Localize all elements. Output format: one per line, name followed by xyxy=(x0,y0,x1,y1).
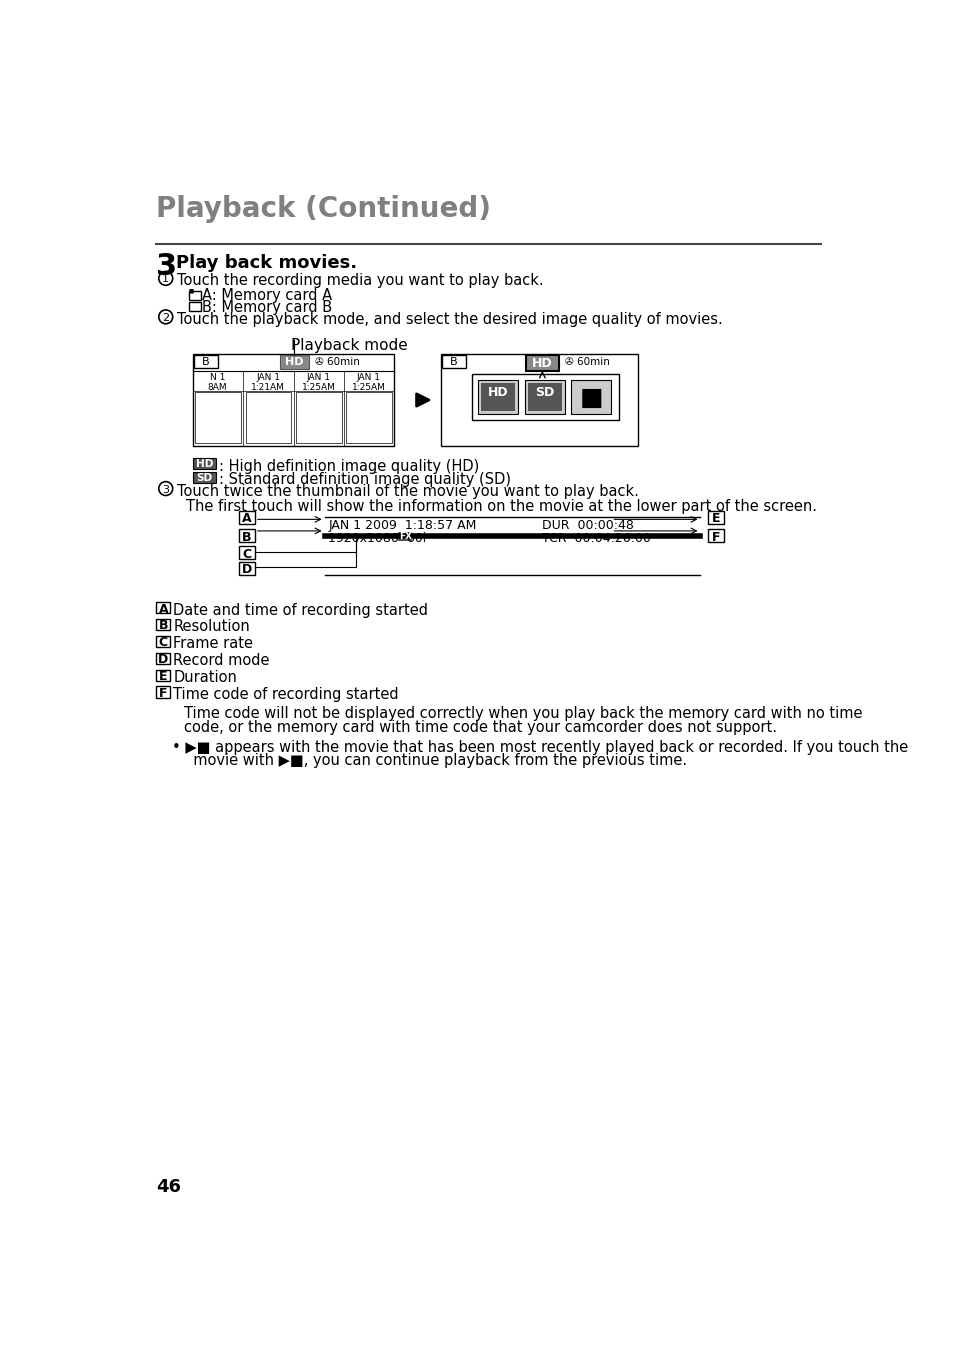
Text: B: B xyxy=(158,619,168,632)
Text: : Standard definition image quality (SD): : Standard definition image quality (SD) xyxy=(219,472,511,487)
Text: F: F xyxy=(159,687,168,700)
Text: 3: 3 xyxy=(162,484,169,495)
Text: D: D xyxy=(242,563,252,577)
Text: E: E xyxy=(711,513,720,525)
Text: A: A xyxy=(242,513,252,525)
Bar xyxy=(525,356,558,370)
Text: Time code will not be displayed correctly when you play back the memory card wit: Time code will not be displayed correctl… xyxy=(184,707,862,722)
Text: SD: SD xyxy=(535,387,554,399)
Text: A: Memory card A: A: Memory card A xyxy=(202,288,332,304)
Bar xyxy=(279,356,309,369)
Text: Touch twice the thumbnail of the movie you want to play back.: Touch twice the thumbnail of the movie y… xyxy=(176,484,638,499)
Text: FX: FX xyxy=(398,532,412,541)
Text: TCR  00:04:26:00: TCR 00:04:26:00 xyxy=(541,532,650,544)
Text: D: D xyxy=(158,653,169,666)
Bar xyxy=(193,472,216,483)
Bar xyxy=(707,529,723,543)
Text: 2: 2 xyxy=(162,313,169,323)
Text: A: A xyxy=(158,603,168,616)
Text: HD: HD xyxy=(532,357,552,370)
Text: ■: ■ xyxy=(578,387,602,410)
Text: 1920x1080  60i: 1920x1080 60i xyxy=(328,532,426,544)
Text: ✇ 60min: ✇ 60min xyxy=(315,357,360,366)
Text: F: F xyxy=(711,531,720,544)
Text: The first touch will show the information on the movie at the lower part of the : The first touch will show the informatio… xyxy=(186,498,816,513)
Bar xyxy=(189,303,200,312)
Text: Play back movies.: Play back movies. xyxy=(175,255,356,273)
Bar xyxy=(245,392,291,444)
Bar xyxy=(239,529,254,543)
Bar xyxy=(195,392,241,444)
Text: B: B xyxy=(202,357,210,366)
Text: B: Memory card B: B: Memory card B xyxy=(202,300,332,315)
Bar xyxy=(239,562,254,575)
Text: N 1
8AM: N 1 8AM xyxy=(208,373,227,392)
Bar xyxy=(156,669,171,681)
Text: • ▶■ appears with the movie that has been most recently played back or recorded.: • ▶■ appears with the movie that has bee… xyxy=(172,741,907,756)
Text: 46: 46 xyxy=(156,1178,181,1196)
Text: Touch the playback mode, and select the desired image quality of movies.: Touch the playback mode, and select the … xyxy=(176,312,721,327)
Bar xyxy=(295,392,341,444)
Text: HD: HD xyxy=(285,357,303,366)
Text: Record mode: Record mode xyxy=(173,653,270,669)
Text: Frame rate: Frame rate xyxy=(173,636,253,651)
Text: JAN 1
1:21AM: JAN 1 1:21AM xyxy=(251,373,285,392)
Text: ✇ 60min: ✇ 60min xyxy=(564,357,609,366)
Text: JAN 1
1:25AM: JAN 1 1:25AM xyxy=(301,373,335,392)
Bar xyxy=(156,687,171,697)
Bar xyxy=(524,380,564,414)
Bar xyxy=(472,373,618,421)
Text: E: E xyxy=(159,670,168,684)
Text: Time code of recording started: Time code of recording started xyxy=(173,687,398,702)
Bar xyxy=(156,601,171,613)
Text: Playback (Continued): Playback (Continued) xyxy=(156,195,491,223)
Bar xyxy=(194,356,217,368)
Bar xyxy=(239,510,254,524)
Text: SD: SD xyxy=(196,474,213,483)
Bar xyxy=(571,380,611,414)
Text: Touch the recording media you want to play back.: Touch the recording media you want to pl… xyxy=(176,273,542,288)
Text: B: B xyxy=(450,357,457,366)
Text: Duration: Duration xyxy=(173,670,237,685)
Text: C: C xyxy=(242,548,252,560)
Bar xyxy=(346,392,392,444)
Text: Resolution: Resolution xyxy=(173,619,250,635)
Text: JAN 1
1:25AM: JAN 1 1:25AM xyxy=(352,373,385,392)
Bar xyxy=(193,354,394,446)
Text: code, or the memory card with time code that your camcorder does not support.: code, or the memory card with time code … xyxy=(184,719,777,734)
Bar xyxy=(397,532,412,541)
Bar xyxy=(193,457,216,470)
Bar xyxy=(480,383,515,411)
Bar xyxy=(477,380,517,414)
Text: DUR  00:00:48: DUR 00:00:48 xyxy=(541,520,633,532)
Text: HD: HD xyxy=(195,459,213,470)
Text: JAN 1 2009  1:18:57 AM: JAN 1 2009 1:18:57 AM xyxy=(328,520,476,532)
Bar xyxy=(527,383,561,411)
Bar xyxy=(707,510,723,524)
Text: 3: 3 xyxy=(156,252,177,281)
Text: : High definition image quality (HD): : High definition image quality (HD) xyxy=(219,459,479,474)
Bar xyxy=(239,547,254,559)
Bar xyxy=(189,290,200,300)
Text: HD: HD xyxy=(487,387,508,399)
Bar xyxy=(156,635,171,647)
Text: Playback mode: Playback mode xyxy=(291,338,408,353)
Bar xyxy=(442,356,465,368)
Bar xyxy=(156,653,171,664)
Text: ■: ■ xyxy=(189,288,194,293)
Bar xyxy=(156,619,171,630)
Text: C: C xyxy=(159,636,168,650)
Text: B: B xyxy=(242,531,252,544)
Text: movie with ▶■, you can continue playback from the previous time.: movie with ▶■, you can continue playback… xyxy=(184,753,687,768)
Text: 1: 1 xyxy=(162,274,169,285)
Text: Date and time of recording started: Date and time of recording started xyxy=(173,603,428,617)
Bar xyxy=(440,354,638,446)
